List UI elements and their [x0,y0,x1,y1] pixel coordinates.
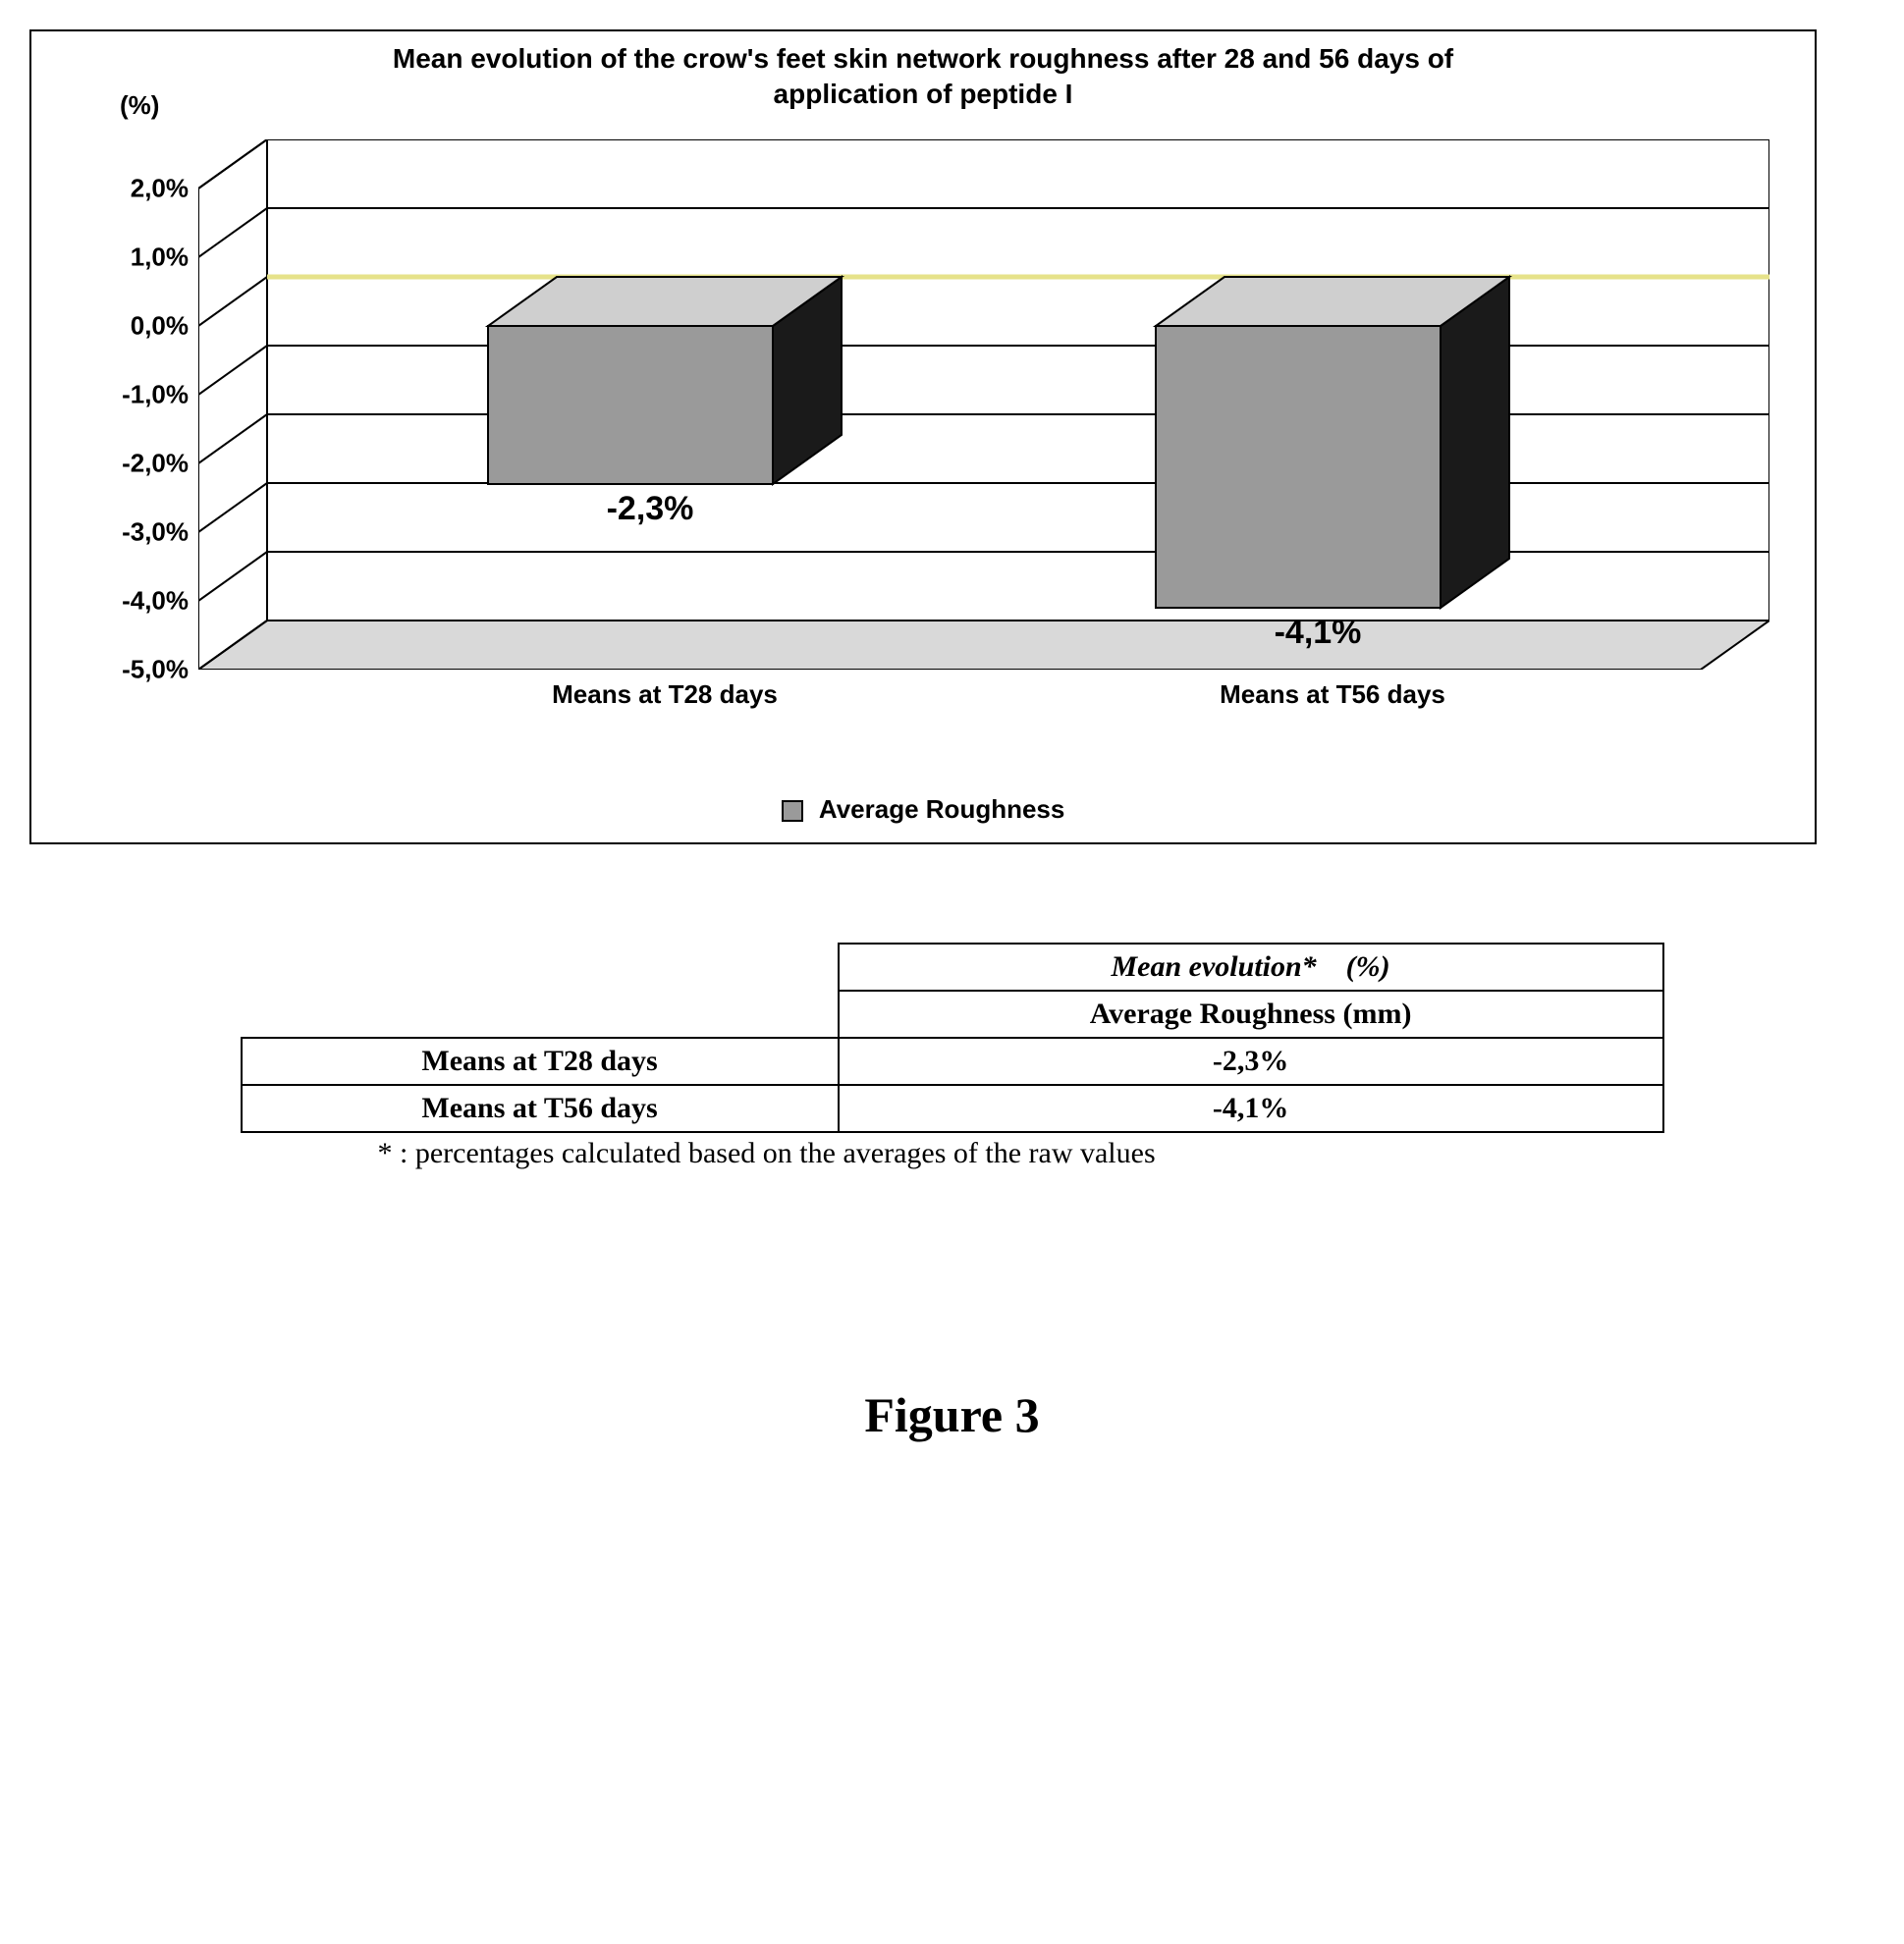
y-tick-label: 0,0% [131,311,189,342]
table-row-value: -2,3% [839,1038,1663,1085]
category-label: Means at T28 days [552,679,778,710]
data-table: Mean evolution* (%) Average Roughness (m… [241,943,1664,1133]
table-row: Mean evolution* (%) [242,944,1663,991]
y-tick-label: 1,0% [131,243,189,273]
y-axis-unit: (%) [120,90,159,121]
table-row: Means at T28 days -2,3% [242,1038,1663,1085]
legend-swatch [782,800,803,822]
y-tick-label: -2,0% [122,449,189,479]
plot-area: -2,3% -4,1% [198,139,1769,670]
y-axis-labels: 2,0%1,0%0,0%-1,0%-2,0%-3,0%-4,0%-5,0% [61,139,189,621]
chart-title: Mean evolution of the crow's feet skin n… [31,31,1815,113]
chart-frame: Mean evolution of the crow's feet skin n… [29,29,1817,844]
table-header-2: Average Roughness (mm) [839,991,1663,1038]
chart-title-line2: application of peptide I [774,79,1073,109]
table-empty-cell [242,991,839,1038]
plot-svg [198,139,1769,670]
table-row-value: -4,1% [839,1085,1663,1132]
data-table-wrap: Mean evolution* (%) Average Roughness (m… [241,943,1664,1170]
table-footnote: * : percentages calculated based on the … [241,1137,1664,1170]
bar-value-label: -4,1% [1275,614,1362,652]
table-row-label: Means at T28 days [242,1038,839,1085]
table-row: Means at T56 days -4,1% [242,1085,1663,1132]
y-tick-label: -5,0% [122,655,189,685]
figure-caption: Figure 3 [29,1386,1875,1443]
table-row-label: Means at T56 days [242,1085,839,1132]
y-tick-label: -4,0% [122,586,189,617]
y-tick-label: -3,0% [122,517,189,548]
table-header-1: Mean evolution* (%) [839,944,1663,991]
legend-label: Average Roughness [819,794,1064,824]
y-tick-label: 2,0% [131,174,189,204]
chart-title-line1: Mean evolution of the crow's feet skin n… [393,43,1453,74]
table-empty-cell [242,944,839,991]
category-labels: Means at T28 days Means at T56 days [198,679,1769,719]
bar-value-label: -2,3% [607,490,694,528]
y-tick-label: -1,0% [122,380,189,410]
legend: Average Roughness [31,794,1815,825]
table-row: Average Roughness (mm) [242,991,1663,1038]
category-label: Means at T56 days [1220,679,1445,710]
